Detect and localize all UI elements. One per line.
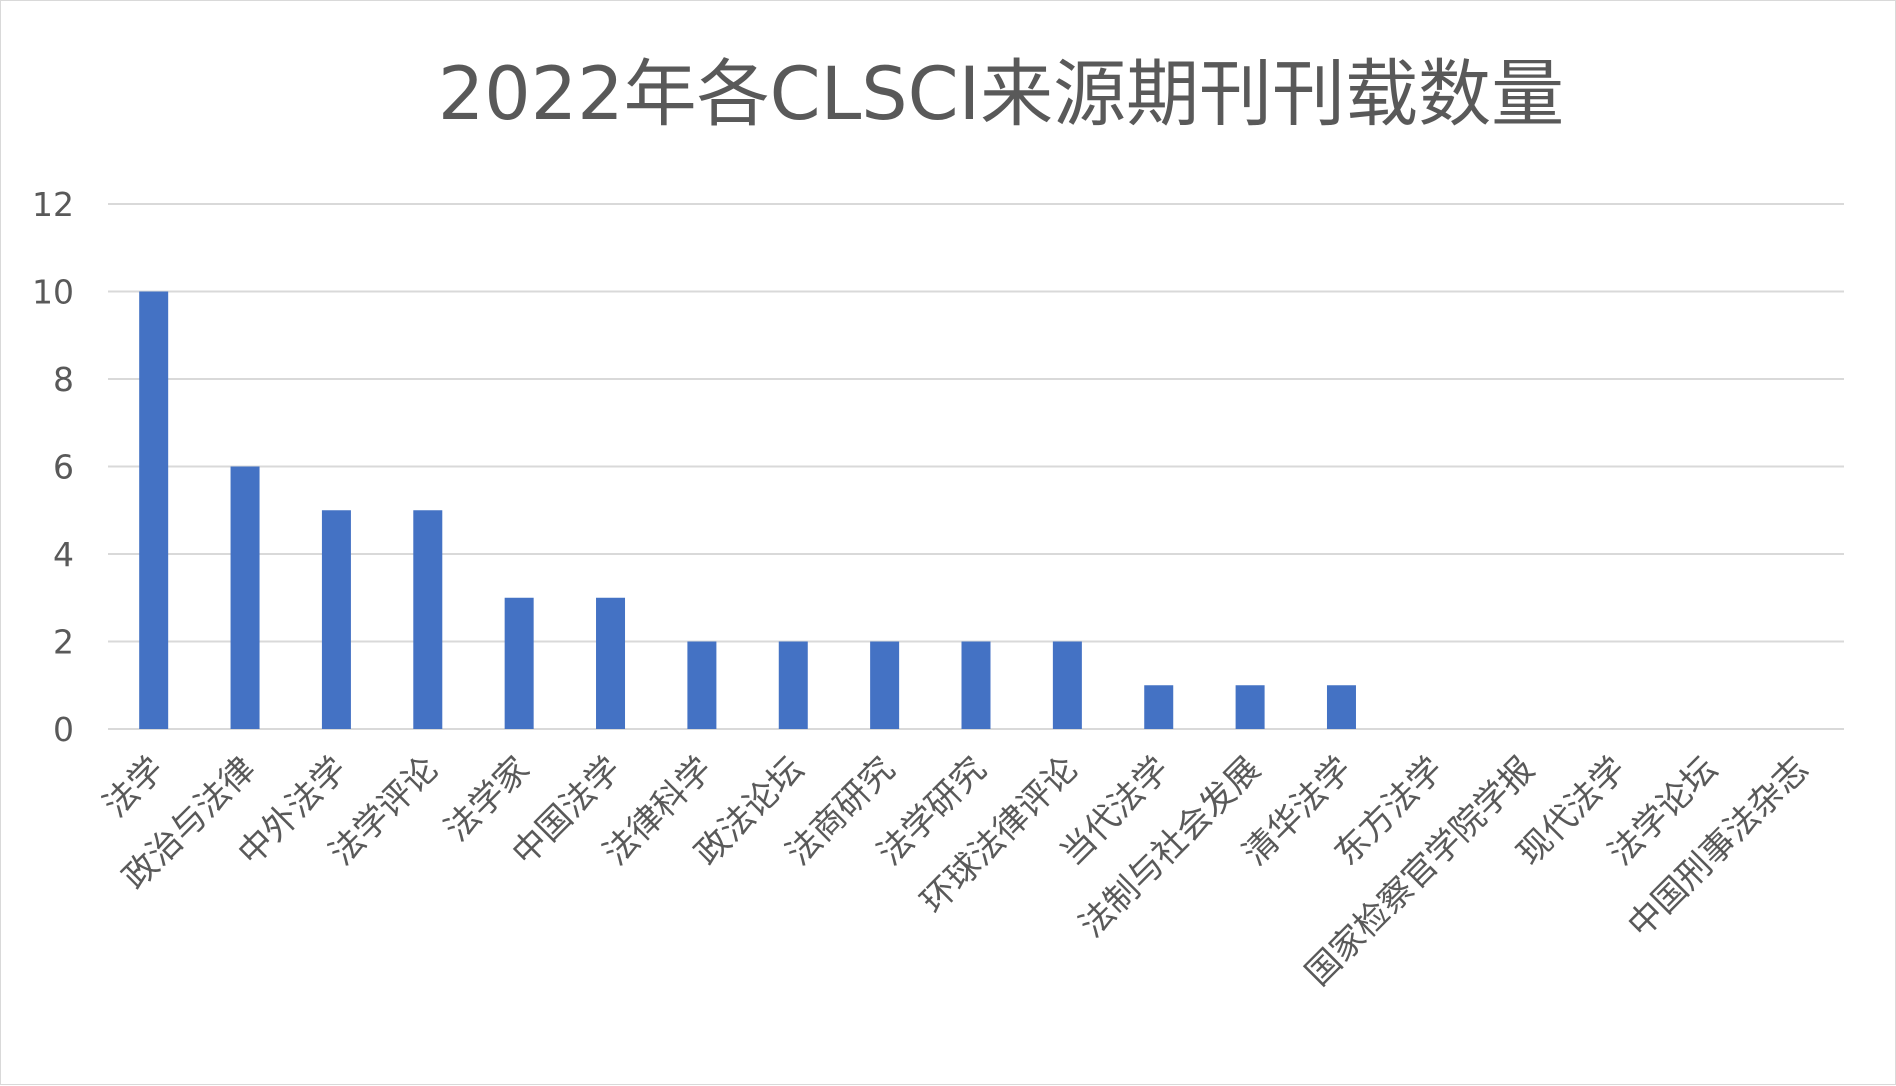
y-tick-label: 6	[53, 448, 74, 487]
x-tick-label: 法学	[96, 749, 172, 825]
chart-title: 2022年各CLSCI来源期刊刊载数量	[438, 52, 1564, 137]
x-axis-ticks: 法学政治与法律中外法学法学评论法学家中国法学法律科学政法论坛法商研究法学研究环球…	[96, 749, 1817, 994]
bar	[1326, 685, 1356, 729]
bar	[321, 510, 351, 729]
y-axis-ticks: 0 2 4 6 8 10 12	[32, 185, 74, 749]
bar	[870, 641, 900, 729]
bar	[1144, 685, 1174, 729]
bar	[1235, 685, 1265, 729]
y-tick-label: 12	[32, 185, 74, 224]
bar	[596, 597, 626, 729]
y-tick-label: 4	[53, 535, 74, 574]
y-tick-label: 0	[53, 710, 74, 749]
bar	[961, 641, 991, 729]
y-tick-label: 8	[53, 360, 74, 399]
bar	[413, 510, 443, 729]
gridlines	[108, 203, 1844, 730]
bar	[687, 641, 717, 729]
bars	[139, 291, 1356, 729]
bar	[230, 466, 260, 729]
bar	[778, 641, 808, 729]
y-tick-label: 10	[32, 273, 74, 312]
bar	[1052, 641, 1082, 729]
bar	[139, 291, 169, 729]
bar	[504, 597, 534, 729]
y-tick-label: 2	[53, 623, 74, 662]
